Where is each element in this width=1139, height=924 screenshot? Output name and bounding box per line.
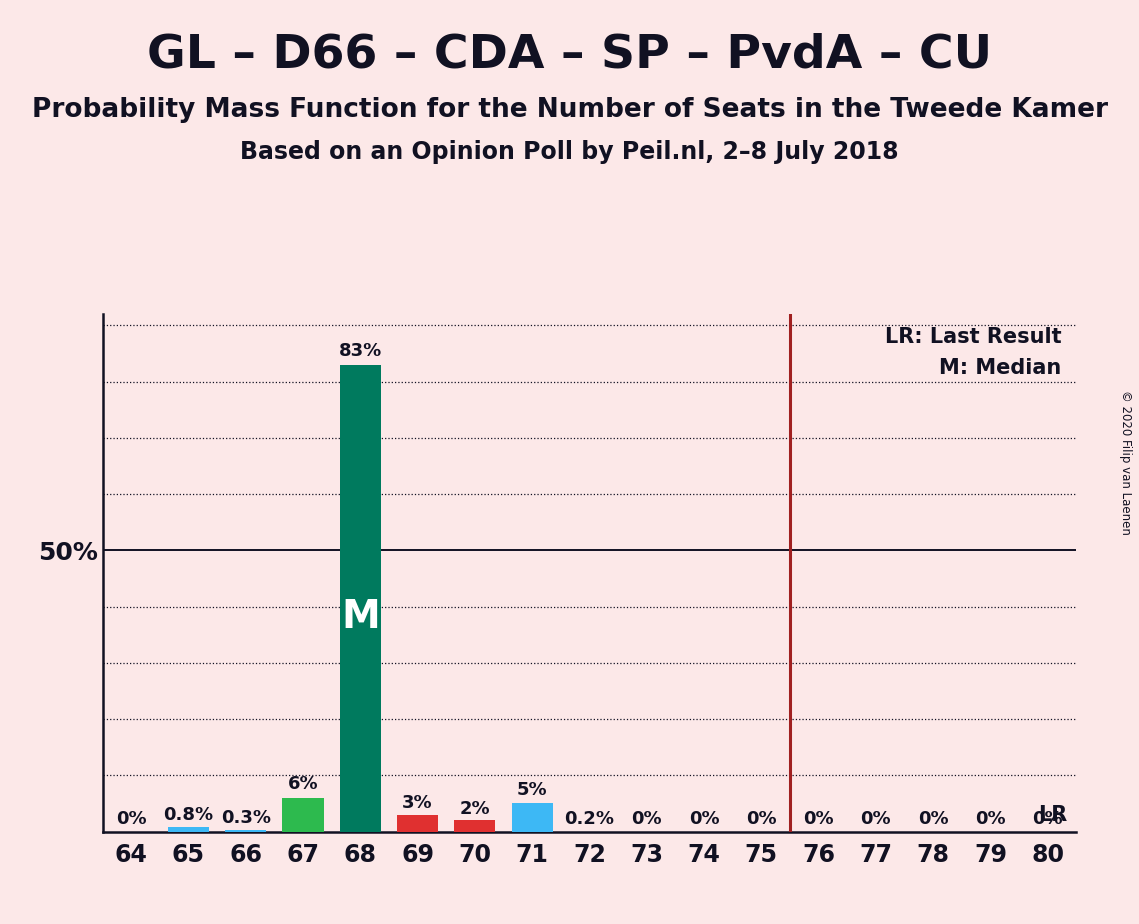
Text: 0.8%: 0.8% bbox=[163, 807, 213, 824]
Text: 0%: 0% bbox=[746, 810, 777, 828]
Bar bbox=[454, 821, 495, 832]
Text: Based on an Opinion Poll by Peil.nl, 2–8 July 2018: Based on an Opinion Poll by Peil.nl, 2–8… bbox=[240, 140, 899, 164]
Text: 2%: 2% bbox=[459, 799, 490, 818]
Text: 0%: 0% bbox=[918, 810, 949, 828]
Text: 0%: 0% bbox=[631, 810, 662, 828]
Text: 0%: 0% bbox=[689, 810, 720, 828]
Text: 83%: 83% bbox=[338, 342, 382, 360]
Text: 0%: 0% bbox=[116, 810, 147, 828]
Bar bbox=[226, 830, 267, 832]
Text: LR: LR bbox=[1039, 805, 1067, 825]
Bar bbox=[167, 827, 210, 832]
Text: 0%: 0% bbox=[1032, 810, 1063, 828]
Text: Probability Mass Function for the Number of Seats in the Tweede Kamer: Probability Mass Function for the Number… bbox=[32, 97, 1107, 123]
Text: M: M bbox=[341, 598, 379, 636]
Text: 0.2%: 0.2% bbox=[565, 809, 614, 828]
Text: M: Median: M: Median bbox=[940, 359, 1062, 378]
Bar bbox=[282, 797, 323, 832]
Text: 0%: 0% bbox=[803, 810, 834, 828]
Bar bbox=[398, 815, 439, 832]
Bar bbox=[511, 804, 552, 832]
Text: 5%: 5% bbox=[517, 781, 548, 799]
Text: 3%: 3% bbox=[402, 794, 433, 812]
Text: GL – D66 – CDA – SP – PvdA – CU: GL – D66 – CDA – SP – PvdA – CU bbox=[147, 32, 992, 78]
Text: 6%: 6% bbox=[288, 775, 318, 794]
Text: LR: Last Result: LR: Last Result bbox=[885, 327, 1062, 347]
Text: 0%: 0% bbox=[975, 810, 1006, 828]
Text: 0%: 0% bbox=[861, 810, 891, 828]
Text: 0.3%: 0.3% bbox=[221, 809, 271, 827]
Bar bbox=[339, 365, 380, 832]
Text: © 2020 Filip van Laenen: © 2020 Filip van Laenen bbox=[1118, 390, 1132, 534]
